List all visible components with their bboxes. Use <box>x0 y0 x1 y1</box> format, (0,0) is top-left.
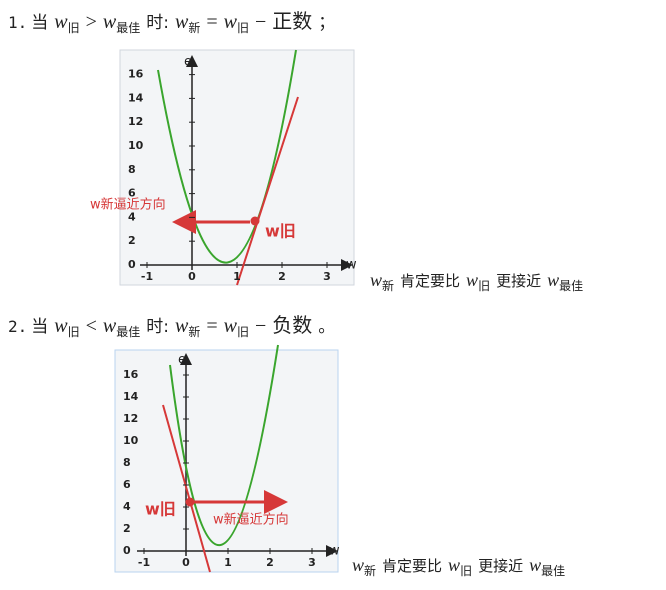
text-math: w <box>175 11 189 33</box>
annotation: w新逼近方向 <box>90 197 166 213</box>
text-math: w <box>54 315 68 337</box>
text-cjk: 时: <box>146 317 169 337</box>
text-cjk: 当 <box>31 317 49 337</box>
y-tick-label: 4 <box>123 500 131 513</box>
annotation: w新逼近方向 <box>213 512 289 528</box>
text-cjk: ； <box>318 13 336 33</box>
text-op: = <box>206 315 218 337</box>
x-tick-label: 1 <box>224 556 232 569</box>
axis-label: e <box>178 353 186 368</box>
text-sub: 最佳 <box>116 325 141 339</box>
y-tick-label: 10 <box>128 139 144 152</box>
y-tick-label: 6 <box>128 187 136 200</box>
text-sub: 最佳 <box>559 279 584 293</box>
y-tick-label: 12 <box>128 115 143 128</box>
x-tick-label: 2 <box>278 270 286 283</box>
text-math: w <box>102 11 117 33</box>
text-sub: 旧 <box>236 325 249 339</box>
x-tick-label: 0 <box>188 270 196 283</box>
caption: w新 肯定要比 w旧 更接近 w最佳 <box>352 555 571 578</box>
heading: 2. 当 w旧 < w最佳 时: w新 = w旧 − 负数。 <box>8 309 341 339</box>
x-tick-label: -1 <box>141 270 153 283</box>
annotation: w旧 <box>145 500 176 519</box>
text-math: w <box>175 315 189 337</box>
text-sub: 旧 <box>67 325 80 339</box>
text-sub: 最佳 <box>541 564 566 578</box>
text-math: w <box>54 11 68 33</box>
text-math: w <box>102 315 117 337</box>
x-tick-label: -1 <box>138 556 150 569</box>
text-sub: 最佳 <box>116 21 141 35</box>
point <box>250 216 260 226</box>
text-big: 正数 <box>272 9 313 33</box>
text-sub: 新 <box>382 279 395 293</box>
tangent <box>162 404 211 573</box>
text-math: w <box>466 270 479 290</box>
y-tick-label: 12 <box>123 412 138 425</box>
tangent <box>236 96 299 286</box>
axis-label: w <box>329 544 340 559</box>
y-tick-label: 2 <box>128 234 136 247</box>
y-tick-label: 16 <box>128 68 144 81</box>
y-tick-label: 14 <box>128 91 144 104</box>
x-tick-label: 0 <box>182 556 190 569</box>
y-tick-label: 8 <box>123 456 131 469</box>
y-tick-label: 14 <box>123 390 139 403</box>
heading: 1. 当 w旧 > w最佳 时: w新 = w旧 − 正数； <box>8 5 341 35</box>
text-cjk: 时: <box>146 13 169 33</box>
text-math: w <box>448 555 461 575</box>
x-tick-label: 3 <box>323 270 331 283</box>
text-sub: 新 <box>188 21 201 35</box>
y-tick-label: 0 <box>123 544 131 557</box>
y-tick-label: 4 <box>128 210 136 223</box>
x-tick-label: 1 <box>233 270 241 283</box>
x-tick-label: 3 <box>308 556 316 569</box>
text-sub: 旧 <box>67 21 80 35</box>
annotation: w旧 <box>265 222 296 241</box>
curve <box>169 344 279 546</box>
text-cjk: 肯定要比 <box>400 272 461 290</box>
text-math: w <box>370 270 383 290</box>
text-cjk: 。 <box>318 317 336 337</box>
caption: w新 肯定要比 w旧 更接近 w最佳 <box>370 270 589 293</box>
axis-label: w <box>346 258 357 273</box>
text-math: w <box>529 555 542 575</box>
y-tick-label: 2 <box>123 522 131 535</box>
figure-frame <box>119 49 355 286</box>
text-cjk: 更接近 <box>478 557 524 575</box>
text-big: 负数 <box>272 313 313 337</box>
text-cjk: 更接近 <box>496 272 542 290</box>
text-sub: 新 <box>188 325 201 339</box>
text-cjk: 肯定要比 <box>382 557 443 575</box>
text-sub: 旧 <box>460 564 473 578</box>
text-op: − <box>255 11 267 33</box>
axis-label: e <box>184 55 192 70</box>
y-tick-label: 6 <box>123 478 131 491</box>
text-cjk: 当 <box>31 13 49 33</box>
text-op: < <box>85 315 97 337</box>
y-tick-label: 16 <box>123 368 139 381</box>
y-tick-label: 10 <box>123 434 139 447</box>
y-tick-label: 8 <box>128 163 136 176</box>
text-math: w <box>547 270 560 290</box>
text-math: w <box>223 11 237 33</box>
point <box>185 497 195 507</box>
text-sub: 旧 <box>478 279 491 293</box>
curve <box>157 49 297 264</box>
text-op: − <box>255 315 267 337</box>
text-num: 2. <box>8 317 28 336</box>
text-math: w <box>352 555 365 575</box>
text-num: 1. <box>8 13 28 32</box>
text-sub: 新 <box>364 564 377 578</box>
y-tick-label: 0 <box>128 258 136 271</box>
x-tick-label: 2 <box>266 556 274 569</box>
text-op: = <box>206 11 218 33</box>
text-op: > <box>85 11 97 33</box>
text-math: w <box>223 315 237 337</box>
text-sub: 旧 <box>236 21 249 35</box>
figure-frame <box>114 349 339 573</box>
